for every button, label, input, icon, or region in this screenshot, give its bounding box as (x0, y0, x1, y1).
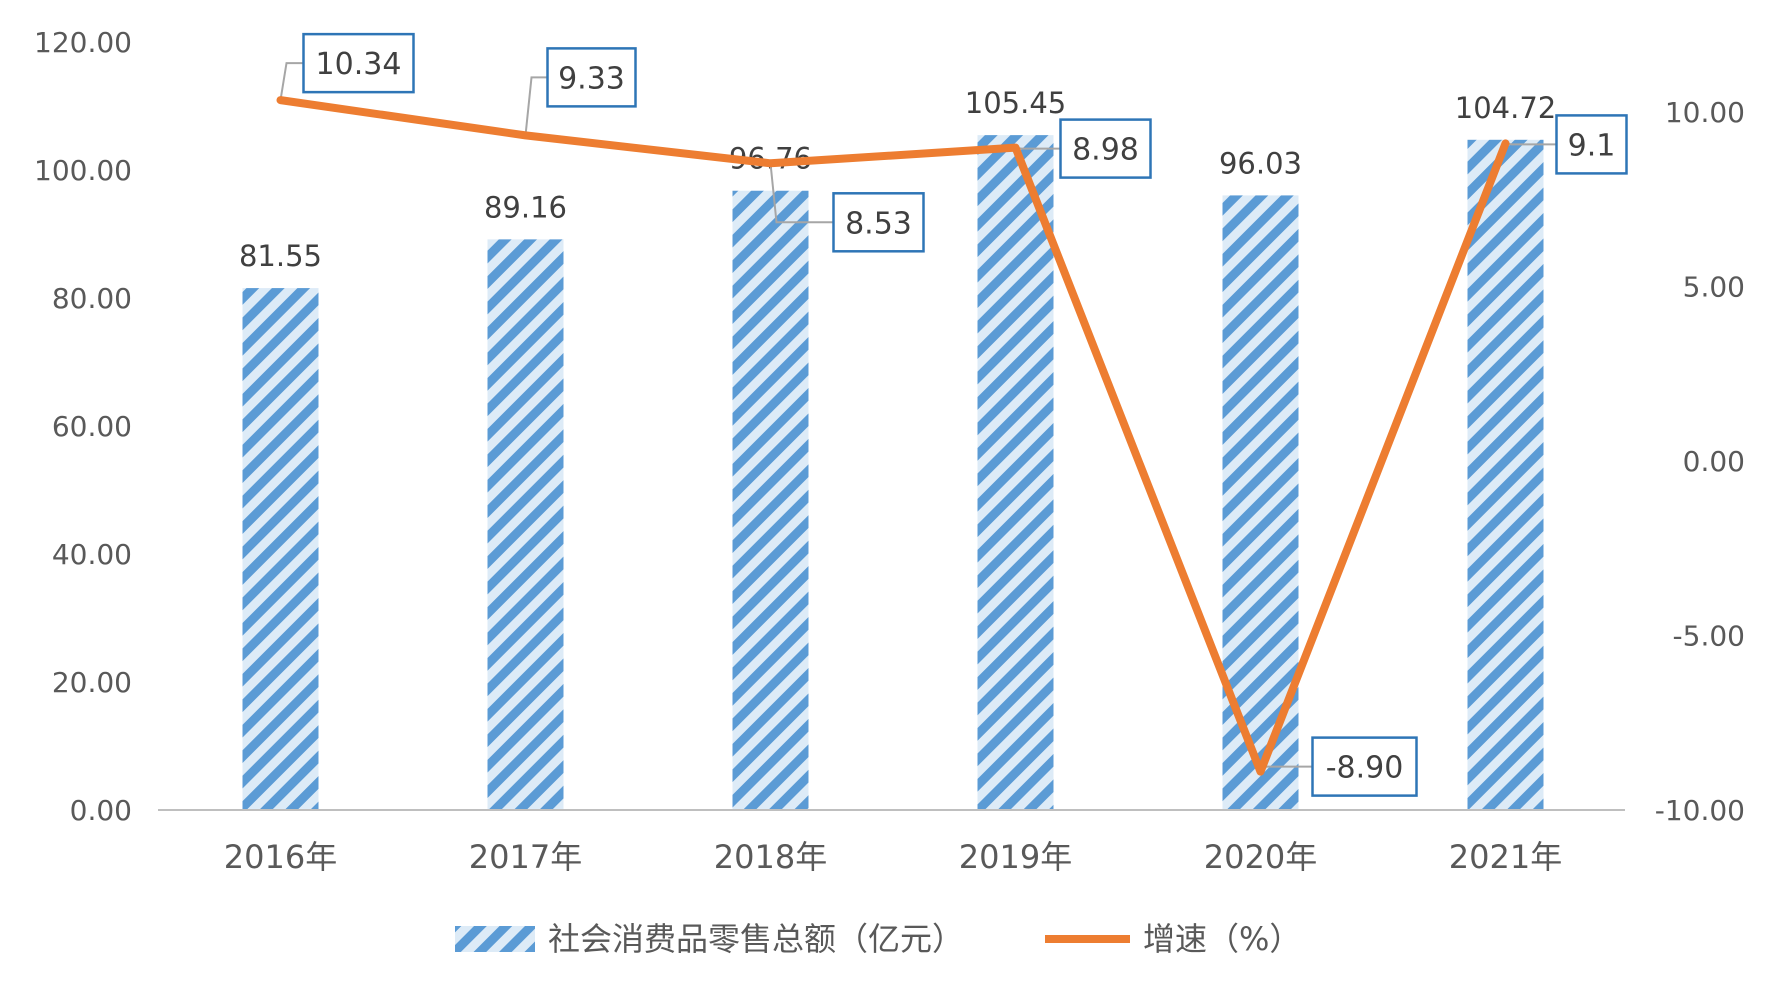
left-tick-label: 40.00 (52, 538, 132, 571)
legend-swatch-bar (455, 926, 535, 952)
line-label-box (1059, 118, 1152, 179)
right-tick-label: 10.00 (1665, 96, 1745, 129)
x-tick-label: 2019年 (959, 838, 1072, 876)
label-leader (524, 76, 548, 136)
bar (487, 239, 564, 811)
bar-data-label: 96.03 (1219, 146, 1302, 180)
bar (1467, 139, 1544, 811)
bar (732, 190, 809, 811)
right-tick-label: -5.00 (1673, 620, 1745, 653)
left-tick-label: 0.00 (70, 794, 132, 827)
line-label-box (302, 32, 415, 94)
legend-label-line: 增速（%） (1143, 920, 1301, 958)
bar (242, 288, 319, 811)
bar-data-label: 105.45 (965, 86, 1066, 120)
right-tick-label: 5.00 (1683, 271, 1745, 304)
left-tick-label: 60.00 (52, 410, 132, 443)
label-leader (1015, 146, 1061, 150)
x-tick-label: 2018年 (714, 838, 827, 876)
label-leader (1505, 142, 1557, 146)
legend-label-bar: 社会消费品零售总额（亿元） (548, 920, 964, 958)
left-tick-label: 20.00 (52, 666, 132, 699)
line-data-label: 9.1 (1568, 128, 1616, 163)
line-label-box (832, 192, 925, 253)
legend: 社会消费品零售总额（亿元） 增速（%） (455, 920, 1301, 958)
label-leader (769, 163, 834, 224)
line-label-box (1311, 736, 1418, 797)
line-label-box (546, 47, 637, 108)
line-data-labels: 10.34 9.33 8.53 8.98 -8.90 9.1 (302, 32, 1628, 797)
line-data-label: 8.53 (845, 206, 912, 241)
x-axis-ticks: 2016年 2017年 2018年 2019年 2020年 2021年 (224, 838, 1562, 876)
right-tick-label: -10.00 (1655, 794, 1745, 827)
growth-line (276, 96, 1510, 776)
x-tick-label: 2021年 (1449, 838, 1562, 876)
bar-data-label: 89.16 (484, 190, 567, 224)
line-data-label: 9.33 (558, 61, 625, 96)
line-label-leaders (279, 62, 1557, 773)
left-tick-label: 120.00 (34, 26, 132, 59)
x-tick-label: 2016年 (224, 838, 337, 876)
left-axis-ticks: 0.00 20.00 40.00 60.00 80.00 100.00 120.00 (34, 26, 132, 827)
bar (977, 135, 1054, 810)
line-data-label: -8.90 (1326, 751, 1404, 786)
bar-data-label: 104.72 (1455, 91, 1556, 125)
bar (1222, 195, 1299, 810)
line-data-label: 8.98 (1072, 133, 1139, 168)
line-label-box (1555, 114, 1628, 175)
left-tick-label: 80.00 (52, 282, 132, 315)
left-tick-label: 100.00 (34, 154, 132, 187)
line-data-label: 10.34 (316, 47, 402, 82)
x-tick-label: 2020年 (1204, 838, 1317, 876)
label-leader (279, 62, 304, 101)
x-tick-label: 2017年 (469, 838, 582, 876)
right-axis-ticks: -10.00 -5.00 0.00 5.00 10.00 (1655, 96, 1745, 827)
right-tick-label: 0.00 (1683, 445, 1745, 478)
bar-data-label: 81.55 (239, 239, 322, 273)
